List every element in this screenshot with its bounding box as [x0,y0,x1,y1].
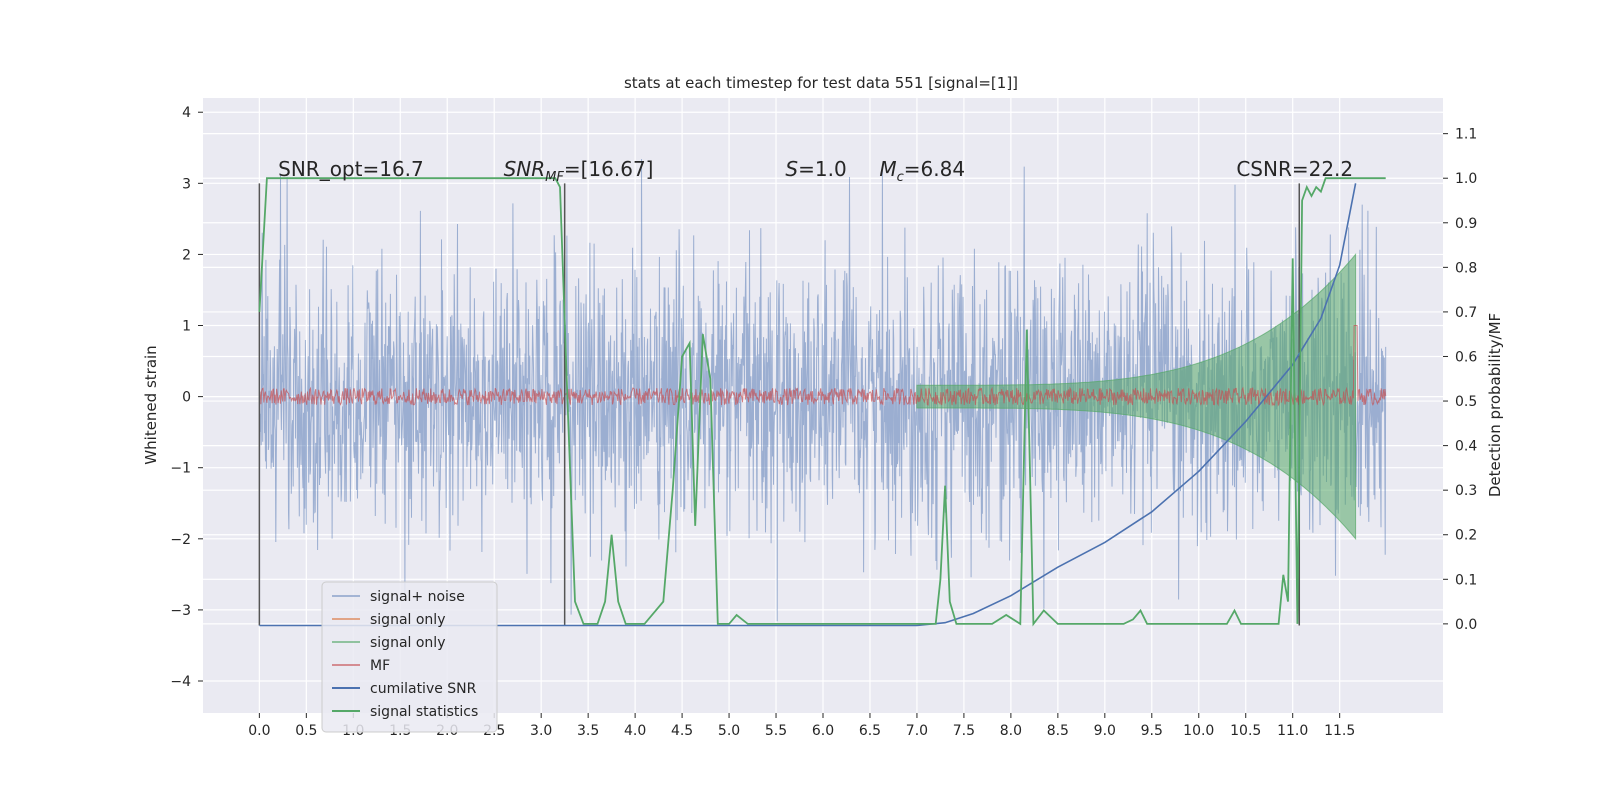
x-axis: 0.00.51.01.52.02.53.03.54.04.55.05.56.06… [248,713,1355,739]
x-tick-label: 0.0 [248,723,270,739]
y-tick-label: −4 [170,674,191,690]
y-right-tick-label: 0.6 [1455,349,1477,365]
legend-label: signal only [370,635,445,651]
y-tick-label: 4 [182,105,191,121]
x-tick-label: 5.5 [765,723,787,739]
y-right-tick-label: 0.4 [1455,439,1477,455]
y-axis-right: 0.0 0.1 0.2 0.3 0.4 0.5 0.6 0.7 0.8 0.9 1.0 1.1 [1443,127,1477,633]
y-tick-label: −1 [170,461,191,477]
mf-series [258,325,1387,407]
x-tick-label: 8.0 [1000,723,1022,739]
y-tick-label: 3 [182,176,191,192]
y-tick-label: 2 [182,247,191,263]
y-tick-label: −3 [170,603,191,619]
y-axis-label-left: Whitened strain [142,345,160,464]
legend-label: signal statistics [370,704,478,720]
y-right-tick-label: 1.1 [1455,127,1477,143]
y-right-tick-label: 0.5 [1455,394,1477,410]
annotation-label: CSNR=22.2 [1236,157,1353,181]
y-right-tick-label: 0.9 [1455,216,1477,232]
annotation-label: Mc=6.84 [879,157,965,185]
x-tick-label: 9.0 [1094,723,1116,739]
y-right-tick-label: 0.7 [1455,305,1477,321]
y-right-tick-label: 0.2 [1455,528,1477,544]
y-tick-label: 1 [182,319,191,335]
x-tick-label: 0.5 [295,723,317,739]
signal-noise-series [258,159,1387,622]
legend-label: signal only [370,612,445,628]
x-tick-label: 4.0 [624,723,646,739]
y-axis-label-right: Detection probability/MF [1486,313,1504,497]
line-series [258,177,1386,627]
annotation-label: SNR_opt=16.7 [278,157,424,181]
y-axis-left: −4 −3 −2 −1 0 1 2 3 4 [170,105,203,690]
legend: signal+ noise signal only signal only MF cum… [321,581,498,733]
y-tick-label: −2 [170,532,191,548]
x-tick-label: 10.0 [1183,723,1214,739]
y-right-tick-label: 0.8 [1455,260,1477,276]
x-tick-label: 11.0 [1277,723,1308,739]
signal-noise-line [258,159,1387,622]
x-tick-label: 7.0 [906,723,928,739]
x-tick-label: 11.5 [1324,723,1355,739]
x-tick-label: 10.5 [1230,723,1261,739]
legend-box [321,581,498,733]
legend-label: MF [370,658,390,674]
y-right-tick-label: 1.0 [1455,171,1477,187]
x-tick-label: 3.5 [577,723,599,739]
x-tick-label: 9.5 [1141,723,1163,739]
signal-statistics-line [258,177,1386,627]
annotation-label: S=1.0 [785,157,846,181]
y-right-tick-label: 0.1 [1455,572,1477,588]
x-tick-label: 5.0 [718,723,740,739]
annotations: SNR_opt=16.7 SNRMF=[16.67] S=1.0 Mc=6.84 CSN… [278,157,1353,185]
legend-label: cumilative SNR [370,681,477,697]
annotation-label: SNRMF=[16.67] [504,157,654,185]
x-tick-label: 4.5 [671,723,693,739]
x-tick-label: 6.5 [859,723,881,739]
cumulative-snr-line [259,183,1357,627]
x-tick-label: 8.5 [1047,723,1069,739]
y-right-tick-label: 0.3 [1455,483,1477,499]
x-tick-label: 3.0 [530,723,552,739]
y-right-tick-label: 0.0 [1455,617,1477,633]
y-tick-label: 0 [182,390,191,406]
mf-line [258,325,1387,407]
chart-title: stats at each timestep for test data 551… [624,74,1018,92]
legend-label: signal+ noise [370,589,465,605]
x-tick-label: 6.0 [812,723,834,739]
x-tick-label: 7.5 [953,723,975,739]
